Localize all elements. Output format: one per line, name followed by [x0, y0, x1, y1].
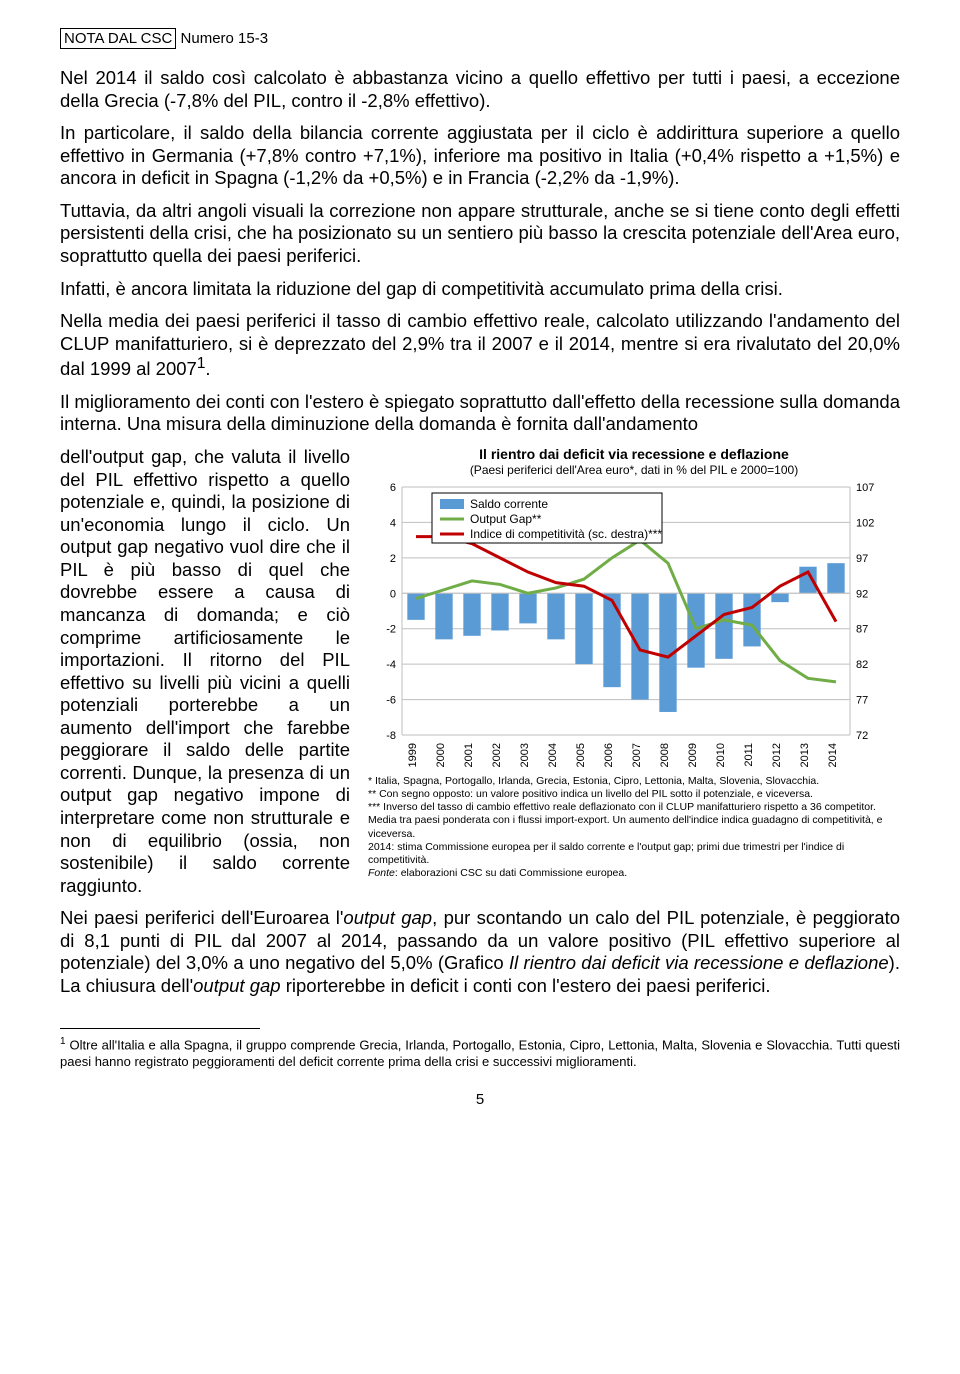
svg-text:97: 97 — [856, 553, 868, 565]
paragraph-5: Nella media dei paesi periferici il tass… — [60, 310, 900, 381]
svg-text:-4: -4 — [386, 659, 396, 671]
chart-svg: 6 4 2 0 -2 -4 -6 -8 107 102 97 92 87 82 77 72 1999 2000 20… — [368, 481, 888, 771]
paragraph-7: Nei paesi periferici dell'Euroarea l'out… — [60, 907, 900, 997]
svg-text:2007: 2007 — [631, 743, 643, 767]
svg-text:2011: 2011 — [743, 743, 755, 767]
svg-text:2000: 2000 — [435, 743, 447, 767]
svg-text:107: 107 — [856, 482, 874, 494]
svg-text:2005: 2005 — [575, 743, 587, 767]
paragraph-2: In particolare, il saldo della bilancia … — [60, 122, 900, 190]
header: NOTA DAL CSC Numero 15-3 — [60, 30, 900, 47]
paragraph-4: Infatti, è ancora limitata la riduzione … — [60, 278, 900, 301]
svg-text:2004: 2004 — [547, 743, 559, 767]
svg-text:2009: 2009 — [687, 743, 699, 767]
svg-text:102: 102 — [856, 517, 874, 529]
svg-text:2010: 2010 — [715, 743, 727, 767]
svg-text:2013: 2013 — [799, 743, 811, 767]
paragraph-6-col: dell'output gap, che valuta il livello d… — [60, 446, 350, 896]
svg-text:2014: 2014 — [827, 743, 839, 767]
svg-text:-8: -8 — [386, 730, 396, 742]
svg-text:6: 6 — [390, 482, 396, 494]
footnote-text: Oltre all'Italia e alla Spagna, il grupp… — [60, 1037, 900, 1069]
chart-wrapper: Il rientro dai deficit via recessione e … — [368, 446, 900, 880]
chart-caption: * Italia, Spagna, Portogallo, Irlanda, G… — [368, 775, 900, 880]
svg-text:Output Gap**: Output Gap** — [470, 512, 542, 526]
column-chart: Il rientro dai deficit via recessione e … — [368, 446, 900, 897]
svg-text:82: 82 — [856, 659, 868, 671]
page-number: 5 — [60, 1091, 900, 1108]
two-column-section: dell'output gap, che valuta il livello d… — [60, 446, 900, 897]
svg-text:1999: 1999 — [407, 743, 419, 767]
svg-text:Indice di competitività (sc. d: Indice di competitività (sc. destra)*** — [470, 527, 662, 541]
svg-text:2: 2 — [390, 553, 396, 565]
svg-text:2002: 2002 — [491, 743, 503, 767]
svg-text:-6: -6 — [386, 695, 396, 707]
paragraph-7-text: Nei paesi periferici dell'Euroarea l'out… — [60, 907, 900, 996]
svg-text:77: 77 — [856, 695, 868, 707]
paragraph-1: Nel 2014 il saldo così calcolato è abbas… — [60, 67, 900, 112]
svg-text:4: 4 — [390, 517, 396, 529]
svg-text:87: 87 — [856, 624, 868, 636]
svg-text:72: 72 — [856, 730, 868, 742]
paragraph-5b: . — [205, 358, 210, 379]
svg-text:-2: -2 — [386, 624, 396, 636]
column-text: dell'output gap, che valuta il livello d… — [60, 446, 350, 897]
svg-text:2003: 2003 — [519, 743, 531, 767]
svg-text:2012: 2012 — [771, 743, 783, 767]
svg-text:Saldo corrente: Saldo corrente — [470, 497, 548, 511]
footnote-marker: 1 — [60, 1036, 66, 1047]
svg-text:2008: 2008 — [659, 743, 671, 767]
header-box: NOTA DAL CSC — [60, 28, 176, 49]
paragraph-5a: Nella media dei paesi periferici il tass… — [60, 310, 900, 379]
footnote-separator — [60, 1028, 260, 1029]
chart-subtitle: (Paesi periferici dell'Area euro*, dati … — [368, 463, 900, 477]
svg-text:92: 92 — [856, 588, 868, 600]
header-rest: Numero 15-3 — [176, 30, 268, 47]
svg-text:2001: 2001 — [463, 743, 475, 767]
paragraph-6-lead: Il miglioramento dei conti con l'estero … — [60, 391, 900, 436]
paragraph-3: Tuttavia, da altri angoli visuali la cor… — [60, 200, 900, 268]
footnote: 1 Oltre all'Italia e alla Spagna, il gru… — [60, 1035, 900, 1071]
page: NOTA DAL CSC Numero 15-3 Nel 2014 il sal… — [0, 0, 960, 1128]
svg-text:2006: 2006 — [603, 743, 615, 767]
svg-text:0: 0 — [390, 588, 396, 600]
chart-title: Il rientro dai deficit via recessione e … — [368, 446, 900, 462]
